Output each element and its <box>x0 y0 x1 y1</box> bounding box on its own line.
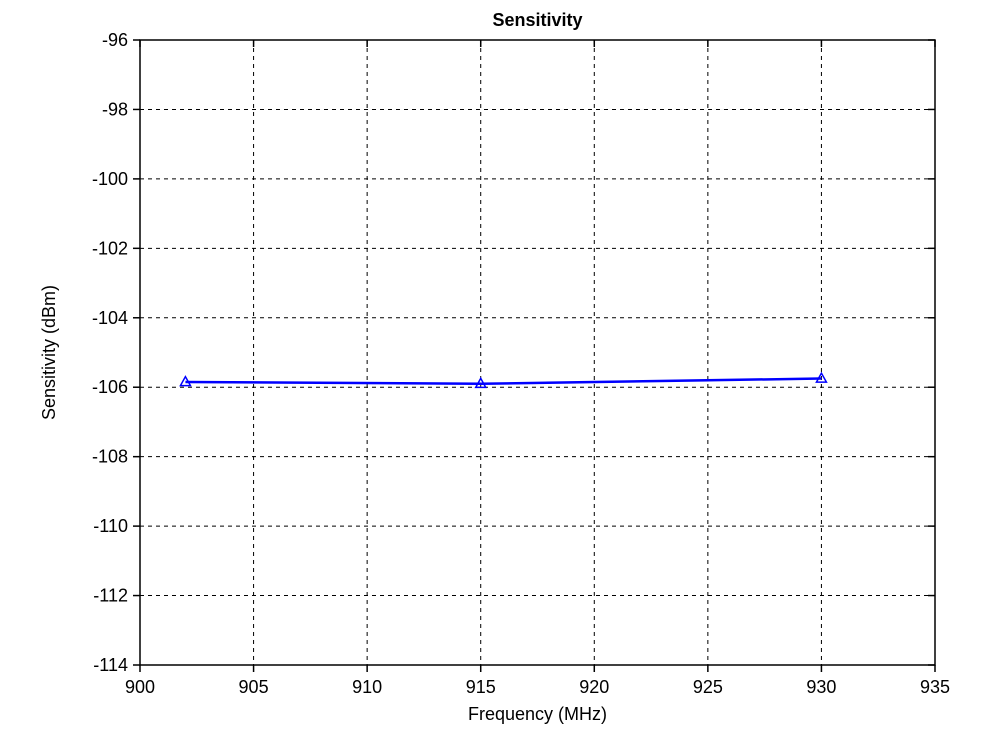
y-tick-label: -102 <box>92 238 128 258</box>
y-tick-label: -100 <box>92 169 128 189</box>
y-tick-label: -106 <box>92 377 128 397</box>
y-tick-label: -108 <box>92 447 128 467</box>
x-tick-label: 905 <box>239 677 269 697</box>
y-tick-label: -110 <box>93 516 128 536</box>
y-tick-label: -98 <box>102 99 128 119</box>
y-tick-label: -114 <box>93 655 128 675</box>
chart-title: Sensitivity <box>492 10 582 30</box>
y-tick-label: -96 <box>102 30 128 50</box>
x-tick-label: 910 <box>352 677 382 697</box>
plot-area <box>140 40 935 665</box>
y-tick-label: -112 <box>93 586 128 606</box>
sensitivity-chart: 900 905 910 915 920 925 930 935 -114 -112 -110 -108… <box>0 0 1000 750</box>
x-tick-label: 915 <box>466 677 496 697</box>
y-axis-label: Sensitivity (dBm) <box>39 285 59 420</box>
x-tick-label: 920 <box>579 677 609 697</box>
x-tick-label: 935 <box>920 677 950 697</box>
x-tick-label: 925 <box>693 677 723 697</box>
y-tick-label: -104 <box>92 308 128 328</box>
chart-container: 900 905 910 915 920 925 930 935 -114 -112 -110 -108… <box>0 0 1000 750</box>
x-tick-label: 930 <box>806 677 836 697</box>
x-tick-label: 900 <box>125 677 155 697</box>
x-axis-label: Frequency (MHz) <box>468 704 607 724</box>
